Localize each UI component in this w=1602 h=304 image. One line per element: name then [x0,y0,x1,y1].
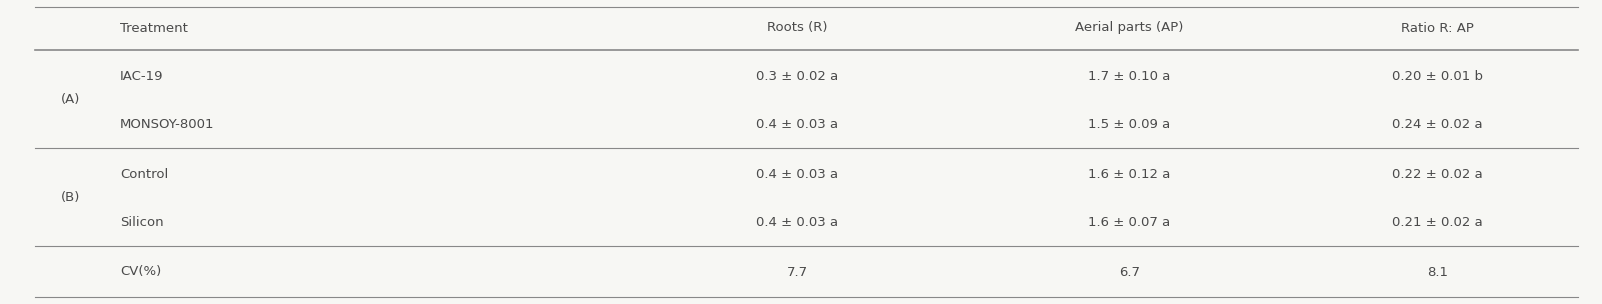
Text: 0.3 ± 0.02 a: 0.3 ± 0.02 a [756,70,838,82]
Text: 7.7: 7.7 [787,265,807,278]
Text: 0.4 ± 0.03 a: 0.4 ± 0.03 a [756,118,838,130]
Text: Silicon: Silicon [120,216,163,229]
Text: Aerial parts (AP): Aerial parts (AP) [1075,22,1184,34]
Text: 1.6 ± 0.12 a: 1.6 ± 0.12 a [1088,168,1171,181]
Text: 0.21 ± 0.02 a: 0.21 ± 0.02 a [1392,216,1483,229]
Text: 0.20 ± 0.01 b: 0.20 ± 0.01 b [1392,70,1483,82]
Text: IAC-19: IAC-19 [120,70,163,82]
Text: 0.4 ± 0.03 a: 0.4 ± 0.03 a [756,216,838,229]
Text: 6.7: 6.7 [1118,265,1141,278]
Text: 0.24 ± 0.02 a: 0.24 ± 0.02 a [1392,118,1483,130]
Text: 8.1: 8.1 [1427,265,1448,278]
Text: Treatment: Treatment [120,22,187,34]
Text: (A): (A) [61,94,80,106]
Text: Roots (R): Roots (R) [767,22,827,34]
Text: 1.7 ± 0.10 a: 1.7 ± 0.10 a [1088,70,1171,82]
Text: 1.5 ± 0.09 a: 1.5 ± 0.09 a [1088,118,1171,130]
Text: (B): (B) [61,192,80,205]
Text: 0.22 ± 0.02 a: 0.22 ± 0.02 a [1392,168,1483,181]
Text: MONSOY-8001: MONSOY-8001 [120,118,215,130]
Text: CV(%): CV(%) [120,265,162,278]
Text: Control: Control [120,168,168,181]
Text: Ratio R: AP: Ratio R: AP [1402,22,1474,34]
Text: 0.4 ± 0.03 a: 0.4 ± 0.03 a [756,168,838,181]
Text: 1.6 ± 0.07 a: 1.6 ± 0.07 a [1088,216,1171,229]
